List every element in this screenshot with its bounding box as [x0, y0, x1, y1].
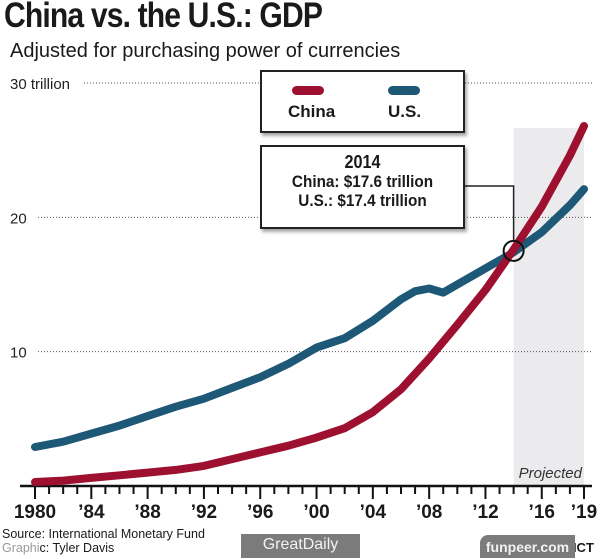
x-tick-label: ’12: [472, 502, 498, 523]
series-line-china: [31, 122, 588, 486]
watermark-funpeer: funpeer.com: [480, 535, 575, 558]
annotation-china: China: $17.6 trillion: [291, 172, 434, 191]
watermark-greatdaily: GreatDaily: [241, 534, 360, 558]
annotation-year: 2014: [344, 152, 381, 172]
x-tick-label: ’16: [529, 502, 555, 523]
y-tick-label: 20: [10, 210, 27, 227]
chart-subtitle: Adjusted for purchasing power of currenc…: [10, 40, 401, 62]
x-tick-label: ’88: [134, 502, 160, 523]
chart-title: China vs. the U.S.: GDP: [4, 0, 323, 35]
series-line-us: [31, 185, 588, 451]
x-tick-label: 1980: [14, 502, 56, 523]
legend-label-china: China: [288, 102, 336, 121]
y-tick-label: 10: [10, 345, 27, 362]
legend-swatch-us: [388, 86, 420, 95]
legend: China U.S.: [260, 70, 465, 133]
legend-label-us: U.S.: [388, 102, 422, 121]
y-tick-label: 30 trillion: [10, 76, 70, 93]
annotation-us: U.S.: $17.4 trillion: [298, 191, 427, 210]
legend-swatch-china: [292, 86, 324, 95]
x-tick-label: ’96: [247, 502, 273, 523]
projected-region: [513, 128, 584, 486]
x-tick-label: ’92: [191, 502, 217, 523]
x-tick-label: ’04: [360, 502, 387, 523]
watermark-fade: [0, 542, 40, 558]
annotation-leader: [463, 185, 515, 241]
source-text: Source: International Monetary Fund: [2, 527, 205, 541]
x-tick-label: ’84: [78, 502, 105, 523]
x-tick-label: ’00: [303, 502, 329, 523]
x-tick-label: ’19: [571, 502, 597, 523]
projected-label: Projected: [519, 465, 583, 482]
annotation-marker: [502, 239, 525, 262]
annotation-box: 2014 China: $17.6 trillion U.S.: $17.4 t…: [260, 145, 465, 229]
x-tick-label: ’08: [416, 502, 442, 523]
